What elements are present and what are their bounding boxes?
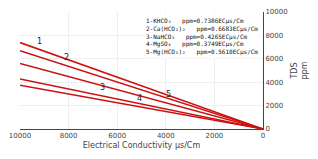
- svg-text:4: 4: [137, 94, 142, 103]
- svg-text:1-KHCO₃ ppm=0.7386ECμs/Cm2-C: 1-KHCO₃ ppm=0.7386ECμs/Cm2-Ca(HCO₃)₂ ppm…: [146, 17, 258, 56]
- svg-text:Electrical Conductivity μs/Cm: Electrical Conductivity μs/Cm: [83, 141, 201, 150]
- svg-text:8000: 8000: [60, 132, 78, 140]
- svg-text:2000: 2000: [265, 102, 283, 110]
- svg-text:8000: 8000: [265, 32, 283, 40]
- svg-text:10000: 10000: [9, 132, 31, 140]
- svg-text:6000: 6000: [265, 55, 283, 63]
- svg-text:2000: 2000: [205, 132, 223, 140]
- svg-text:0: 0: [265, 125, 269, 133]
- svg-text:TDSppm: TDSppm: [290, 61, 309, 79]
- svg-text:6000: 6000: [108, 132, 126, 140]
- svg-text:4000: 4000: [157, 132, 175, 140]
- svg-text:0: 0: [261, 132, 265, 140]
- svg-text:2: 2: [64, 53, 69, 62]
- svg-text:3: 3: [100, 83, 105, 92]
- svg-text:10000: 10000: [265, 8, 287, 16]
- svg-text:1: 1: [37, 37, 42, 46]
- svg-text:4000: 4000: [265, 79, 283, 87]
- svg-text:5: 5: [166, 90, 171, 99]
